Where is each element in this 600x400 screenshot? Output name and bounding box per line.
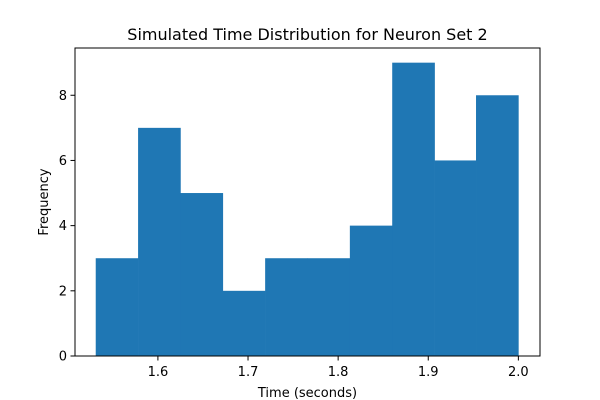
y-axis-ticks: 0 2 4 6 8	[59, 89, 75, 365]
x-axis-ticks: 1.6 1.7 1.8 1.9 2.0	[148, 356, 529, 380]
histogram-bar	[349, 225, 393, 356]
x-tick-label: 1.7	[238, 365, 259, 380]
histogram-bar	[138, 127, 181, 356]
histogram-bar	[180, 193, 224, 356]
plot-frame	[74, 47, 541, 357]
histogram-bar	[265, 258, 308, 356]
y-tick-label: 6	[59, 154, 67, 169]
histogram-bar	[434, 160, 477, 356]
y-tick-label: 2	[59, 284, 67, 299]
histogram-bar	[392, 62, 435, 357]
y-axis-label: Frequency	[37, 168, 52, 235]
bars-group	[95, 62, 519, 357]
histogram-bar	[307, 258, 351, 356]
y-tick-label: 8	[59, 89, 67, 104]
x-tick-label: 2.0	[508, 365, 529, 380]
chart-title: Simulated Time Distribution for Neuron S…	[127, 25, 487, 44]
histogram-bar	[222, 290, 266, 356]
histogram-bar	[476, 95, 519, 356]
x-tick-label: 1.9	[418, 365, 439, 380]
y-tick-label: 0	[59, 350, 67, 365]
x-tick-label: 1.8	[328, 365, 349, 380]
histogram-bar	[95, 258, 139, 356]
x-tick-label: 1.6	[148, 365, 169, 380]
x-axis-label: Time (seconds)	[257, 386, 357, 400]
y-tick-label: 4	[59, 219, 67, 234]
